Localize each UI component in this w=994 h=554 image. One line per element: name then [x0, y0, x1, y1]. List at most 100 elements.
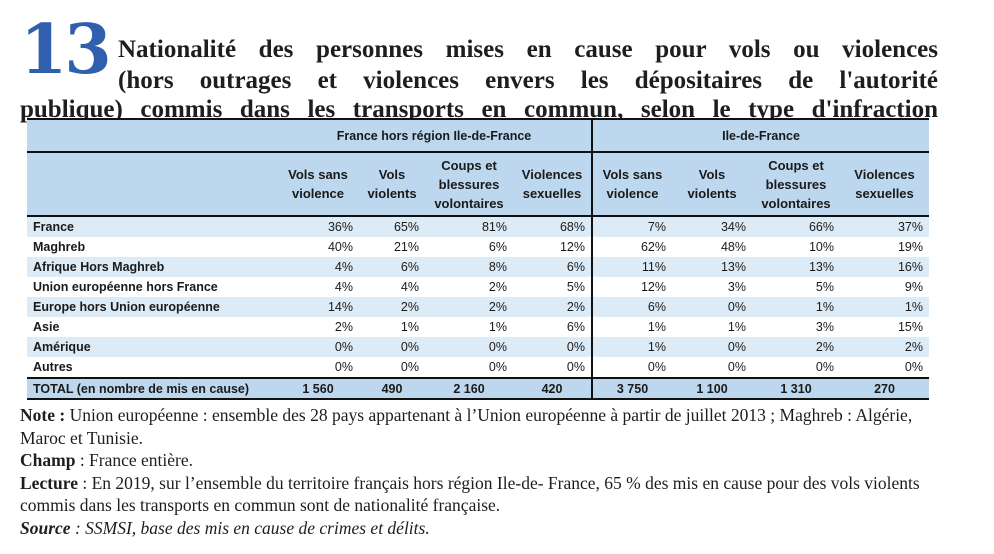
value-cell: 0%	[591, 357, 672, 378]
value-cell: 6%	[591, 297, 672, 317]
table-row: Autres 0% 0% 0% 0% 0% 0% 0% 0%	[27, 357, 929, 378]
value-cell: 3%	[815, 320, 834, 334]
value-cell: 3%	[727, 280, 746, 294]
note-text: Union européenne : ensemble des 28 pays …	[20, 405, 913, 448]
column-header-line: Vols	[698, 167, 726, 182]
value-cell: 1%	[727, 320, 746, 334]
champ-label: Champ	[20, 450, 76, 470]
column-header-line: Violences	[854, 167, 915, 182]
value-cell: 1%	[488, 320, 507, 334]
figure-number: 13	[20, 10, 112, 90]
value-cell: 36%	[277, 216, 359, 237]
row-label: Afrique Hors Maghreb	[27, 257, 277, 277]
row-label: Asie	[33, 320, 60, 334]
column-header-line: Coups et	[768, 157, 824, 173]
column-header: Vols sans violence	[277, 152, 359, 217]
column-header-line: sexuelles	[522, 186, 582, 201]
group-header-idf: Ile-de-France	[591, 118, 929, 153]
column-header-line: blessures	[765, 176, 827, 192]
value-cell: 9%	[904, 280, 923, 294]
notes-block: Note : Union européenne : ensemble des 2…	[20, 404, 950, 539]
total-value-cell: 490	[359, 377, 425, 400]
row-label: Maghreb	[33, 240, 86, 254]
value-cell: 1%	[591, 337, 672, 357]
value-cell: 34%	[672, 216, 752, 237]
value-cell: 65%	[359, 216, 425, 237]
column-header-line: violents	[687, 186, 737, 201]
value-cell: 0%	[488, 360, 507, 374]
row-label: Europe hors Union européenne	[27, 297, 277, 317]
value-cell: 0%	[359, 337, 425, 357]
table-row: Amérique 0% 0% 0% 0% 1% 0% 2% 2%	[27, 337, 929, 357]
value-cell: 68%	[513, 216, 592, 237]
column-header: Coups et blessures volontaires	[752, 152, 840, 217]
value-cell: 0%	[672, 337, 752, 357]
total-value-cell: 1 100	[672, 377, 752, 400]
group-header-france-hors-idf: France hors région Ile-de-France	[277, 118, 592, 153]
total-value-cell: 270	[840, 377, 929, 400]
value-cell: 0%	[815, 360, 834, 374]
total-value-cell: 1 310	[752, 377, 840, 400]
row-label: Union européenne hors France	[33, 280, 218, 294]
value-cell: 6%	[488, 240, 507, 254]
value-cell: 16%	[840, 257, 929, 277]
column-header-line: Vols sans	[288, 167, 348, 182]
value-cell: 0%	[727, 360, 746, 374]
column-header-line: sexuelles	[855, 186, 914, 201]
column-header: Coups et blessures volontaires	[425, 152, 513, 217]
total-row: TOTAL (en nombre de mis en cause) 1 560 49…	[27, 377, 929, 400]
value-cell: 2%	[513, 297, 592, 317]
value-cell: 21%	[393, 240, 419, 254]
table-row: Asie 2% 1% 1% 6% 1% 1% 3% 15%	[27, 317, 929, 337]
group-header-row: France hors région Ile-de-France Ile-de-…	[27, 118, 929, 153]
value-cell: 0%	[277, 337, 359, 357]
total-value-cell: 420	[513, 377, 592, 400]
value-cell: 4%	[400, 280, 419, 294]
column-header-line: violence	[291, 186, 345, 201]
value-cell: 81%	[425, 216, 513, 237]
row-label: Amérique	[27, 337, 277, 357]
value-cell: 48%	[720, 240, 746, 254]
value-cell: 7%	[591, 216, 672, 237]
column-header-line: Coups et	[441, 157, 497, 173]
table-row: France 36% 65% 81% 68% 7% 34% 66% 37%	[27, 216, 929, 237]
value-cell: 10%	[808, 240, 834, 254]
value-cell: 1%	[591, 317, 672, 337]
column-header-line: Vols	[378, 167, 406, 182]
value-cell: 8%	[425, 257, 513, 277]
value-cell: 12%	[591, 277, 672, 297]
value-cell: 1%	[840, 297, 929, 317]
value-cell: 4%	[277, 257, 359, 277]
value-cell: 40%	[327, 240, 353, 254]
column-header-row: Vols sans violence Vols violents Coups et ble…	[27, 152, 929, 217]
value-cell: 0%	[672, 297, 752, 317]
value-cell: 2%	[334, 320, 353, 334]
column-header-line: volontaires	[761, 195, 831, 211]
value-cell: 4%	[334, 280, 353, 294]
table-body: France 36% 65% 81% 68% 7% 34% 66% 37% Maghreb 40% 2…	[27, 216, 929, 400]
value-cell: 0%	[400, 360, 419, 374]
value-cell: 62%	[591, 237, 672, 257]
value-cell: 19%	[897, 240, 923, 254]
title-line-2: (hors outrages et violences envers les d…	[118, 67, 938, 94]
value-cell: 0%	[566, 360, 585, 374]
value-cell: 6%	[566, 320, 585, 334]
column-header-line: blessures	[438, 176, 500, 192]
value-cell: 15%	[897, 320, 923, 334]
value-cell: 5%	[815, 280, 834, 294]
value-cell: 2%	[752, 337, 840, 357]
champ-paragraph: Champ : France entière.	[20, 449, 950, 472]
total-label: TOTAL (en nombre de mis en cause)	[27, 377, 277, 400]
value-cell: 1%	[400, 320, 419, 334]
total-value-cell: 2 160	[425, 377, 513, 400]
value-cell: 2%	[840, 337, 929, 357]
value-cell: 0%	[904, 360, 923, 374]
table-row: Maghreb 40% 21% 6% 12% 62% 48% 10% 19%	[27, 237, 929, 257]
value-cell: 6%	[359, 257, 425, 277]
note-paragraph: Note : Union européenne : ensemble des 2…	[20, 404, 950, 449]
value-cell: 12%	[559, 240, 585, 254]
value-cell: 14%	[277, 297, 359, 317]
column-header: Vols sans violence	[591, 152, 672, 217]
source-paragraph: Source : SSMSI, base des mis en cause de…	[20, 517, 950, 540]
lecture-text: : En 2019, sur l’ensemble du territoire …	[20, 472, 920, 516]
